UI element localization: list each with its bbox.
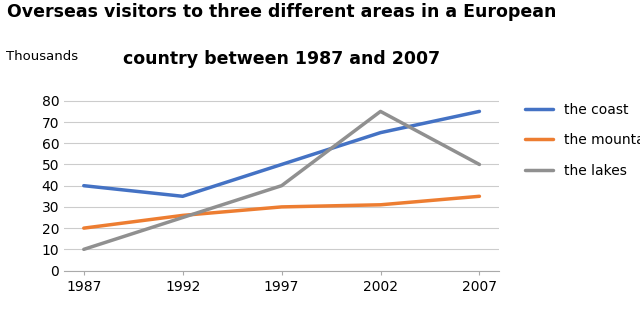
Line: the lakes: the lakes xyxy=(84,111,479,249)
the mountains xyxy=(476,194,483,198)
the coast xyxy=(278,163,285,166)
the lakes xyxy=(476,163,483,166)
Line: the coast: the coast xyxy=(84,111,479,196)
the coast xyxy=(377,131,385,134)
the coast xyxy=(80,184,88,188)
the coast xyxy=(476,109,483,113)
the mountains xyxy=(278,205,285,209)
the mountains xyxy=(377,203,385,207)
Line: the mountains: the mountains xyxy=(84,196,479,228)
the mountains xyxy=(179,214,186,217)
the coast xyxy=(179,194,186,198)
the lakes xyxy=(80,248,88,251)
the lakes xyxy=(278,184,285,188)
Text: Overseas visitors to three different areas in a European: Overseas visitors to three different are… xyxy=(7,3,556,21)
Text: country between 1987 and 2007: country between 1987 and 2007 xyxy=(123,50,440,68)
the lakes xyxy=(179,216,186,219)
the mountains xyxy=(80,226,88,230)
the lakes xyxy=(377,109,385,113)
Legend: the coast, the mountains, the lakes: the coast, the mountains, the lakes xyxy=(519,97,640,183)
Text: Thousands: Thousands xyxy=(6,50,79,63)
